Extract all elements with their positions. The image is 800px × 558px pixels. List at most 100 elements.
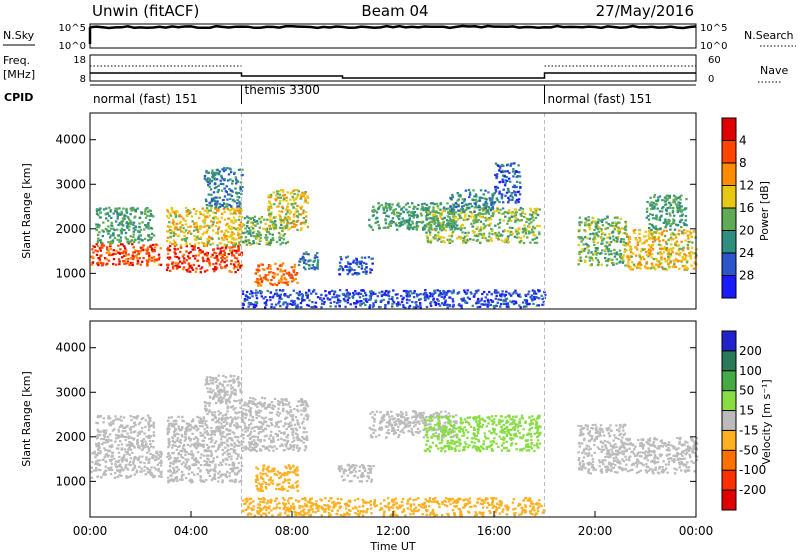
echo-cell [359, 300, 361, 302]
echo-cell [230, 448, 232, 450]
echo-cell [645, 231, 647, 233]
echo-cell [525, 305, 527, 307]
echo-cell [457, 204, 459, 206]
echo-cell [608, 248, 610, 250]
date-title: 27/May/2016 [596, 2, 694, 20]
echo-cell [499, 306, 501, 308]
echo-cell [195, 268, 197, 270]
echo-cell [300, 258, 302, 260]
echo-cell [669, 207, 671, 209]
echo-cell [214, 473, 216, 475]
echo-cell [460, 194, 462, 196]
echo-cell [153, 256, 155, 258]
echo-cell [111, 222, 113, 224]
echo-region-5 [204, 167, 244, 209]
echo-cell [447, 212, 449, 214]
echo-cell [110, 228, 112, 230]
echo-cell [124, 448, 126, 450]
echo-cell [604, 249, 606, 251]
echo-cell [229, 249, 231, 251]
echo-cell [131, 243, 133, 245]
echo-cell [246, 244, 248, 246]
echo-cell [103, 231, 105, 233]
echo-cell [420, 214, 422, 216]
echo-cell [276, 284, 278, 286]
echo-cell [368, 306, 370, 308]
echo-cell [463, 289, 465, 291]
echo-cell [289, 199, 291, 201]
echo-cell [107, 220, 109, 222]
echo-cell [430, 301, 432, 303]
echo-cell [659, 195, 661, 197]
echo-cell [275, 199, 277, 201]
echo-cell [538, 304, 540, 306]
echo-cell [300, 223, 302, 225]
echo-cell [220, 261, 222, 263]
echo-cell [413, 214, 415, 216]
echo-cell [690, 236, 692, 238]
echo-cell [180, 246, 182, 248]
echo-cell [651, 262, 653, 264]
echo-cell [125, 237, 127, 239]
echo-cell [616, 258, 618, 260]
echo-cell [236, 199, 238, 201]
echo-cell [205, 199, 207, 201]
echo-cell [219, 462, 221, 464]
echo-cell [647, 235, 649, 237]
colorbar-tick-label: 16 [739, 201, 754, 215]
echo-cell [109, 445, 111, 447]
echo-cell [431, 221, 433, 223]
echo-cell [669, 215, 671, 217]
echo-cell [480, 226, 482, 228]
echo-cell [432, 207, 434, 209]
echo-cell [397, 301, 399, 303]
echo-cell [488, 301, 490, 303]
echo-cell [415, 304, 417, 306]
echo-cell [108, 260, 110, 262]
echo-cell [656, 218, 658, 220]
echo-cell [531, 295, 533, 297]
echo-cell [97, 434, 99, 436]
echo-cell [279, 296, 281, 298]
echo-cell [274, 283, 276, 285]
echo-cell [247, 233, 249, 235]
echo-cell [449, 229, 451, 231]
echo-cell [347, 301, 349, 303]
echo-cell [148, 424, 150, 426]
echo-cell [93, 452, 95, 454]
echo-cell [207, 434, 209, 436]
echo-cell [452, 300, 454, 302]
echo-cell [221, 419, 223, 421]
echo-region-6 [242, 216, 289, 246]
echo-cell [98, 257, 100, 259]
echo-cell [119, 240, 121, 242]
echo-cell [110, 473, 112, 475]
echo-cell [173, 240, 175, 242]
echo-cell [179, 251, 181, 253]
echo-cell [192, 269, 194, 271]
echo-cell [678, 204, 680, 206]
echo-cell [167, 217, 169, 219]
echo-cell [107, 439, 109, 441]
echo-cell [263, 219, 265, 221]
echo-cell [266, 299, 268, 301]
echo-cell [406, 299, 408, 301]
echo-cell [259, 239, 261, 241]
colorbar-swatch [722, 231, 736, 254]
echo-region-8 [254, 262, 298, 286]
echo-cell [295, 224, 297, 226]
echo-cell [270, 213, 272, 215]
echo-cell [673, 260, 675, 262]
echo-cell [376, 217, 378, 219]
echo-cell [191, 420, 193, 422]
echo-cell [97, 224, 99, 226]
echo-cell [138, 226, 140, 228]
echo-cell [646, 254, 648, 256]
echo-cell [451, 240, 453, 242]
echo-cell [359, 303, 361, 305]
echo-cell [272, 234, 274, 236]
echo-cell [134, 225, 136, 227]
echo-cell [478, 209, 480, 211]
echo-cell [584, 224, 586, 226]
echo-cell [505, 291, 507, 293]
